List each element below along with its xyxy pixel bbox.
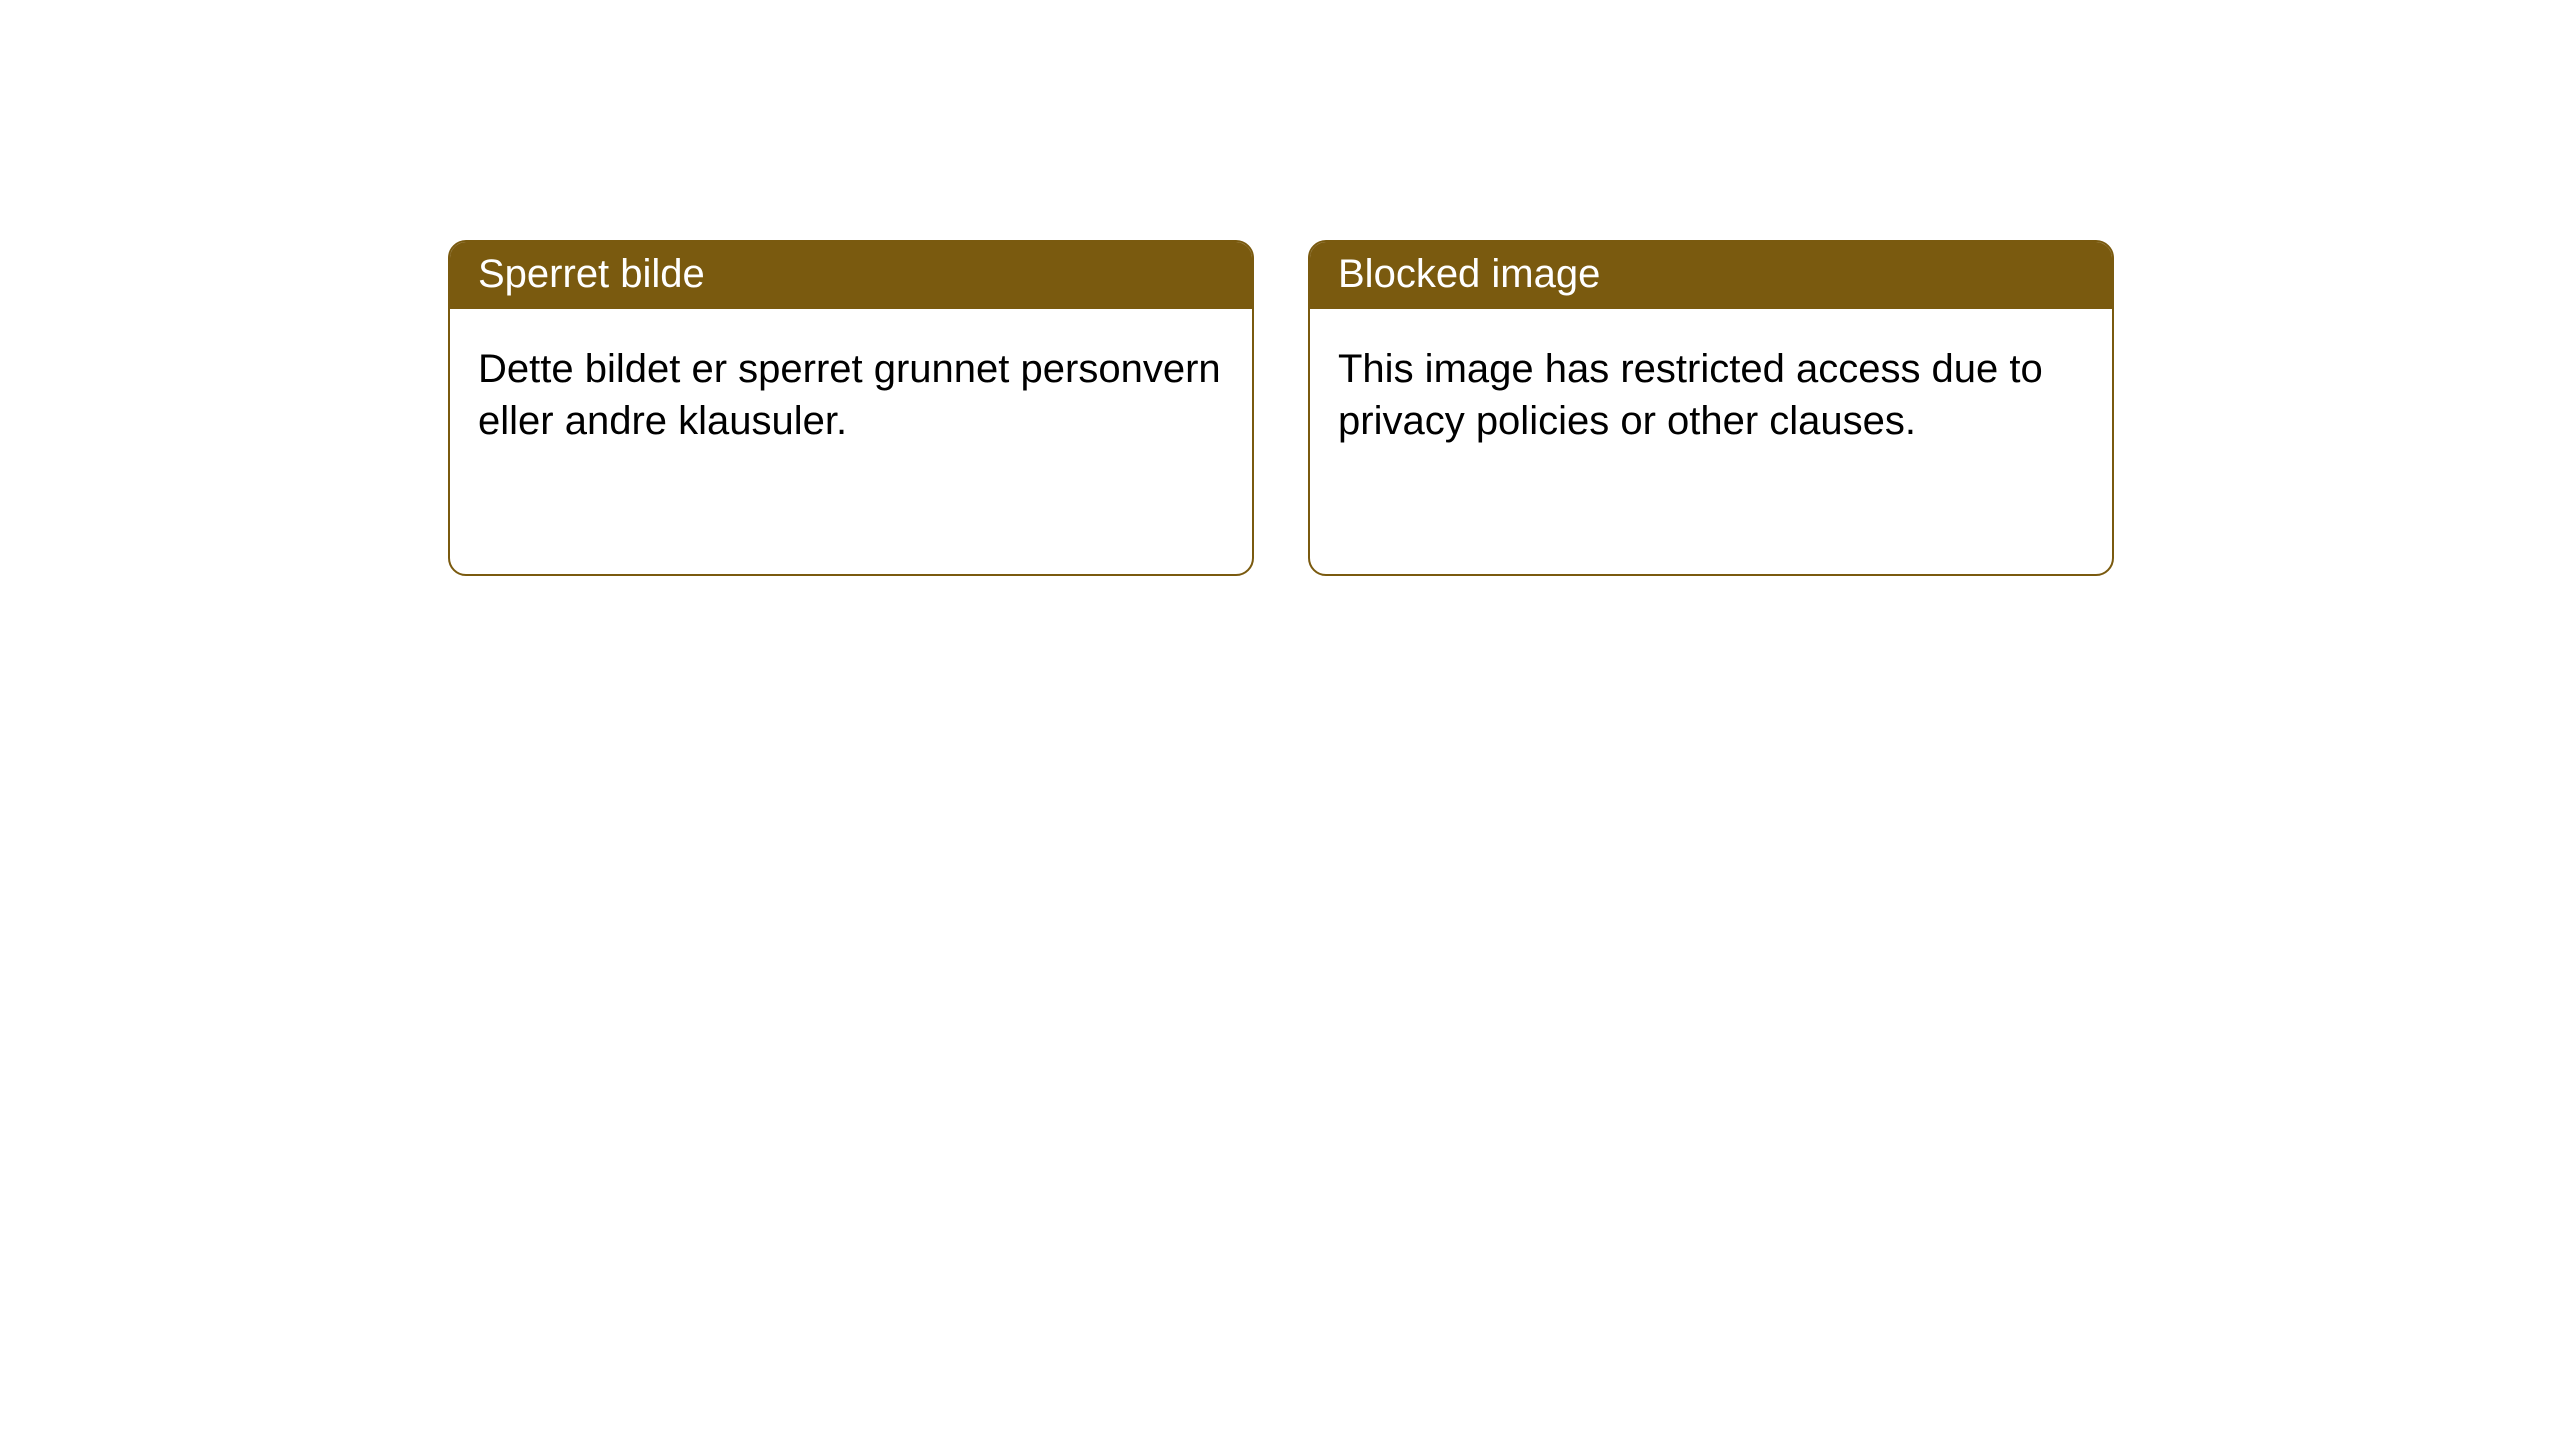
notice-card-english: Blocked image This image has restricted … <box>1308 240 2114 576</box>
notice-card-message: Dette bildet er sperret grunnet personve… <box>478 347 1221 443</box>
notice-card-body: This image has restricted access due to … <box>1310 309 2112 481</box>
notice-card-message: This image has restricted access due to … <box>1338 347 2043 443</box>
notice-card-title: Sperret bilde <box>478 252 705 296</box>
notice-card-header: Sperret bilde <box>450 242 1252 309</box>
notice-cards-container: Sperret bilde Dette bildet er sperret gr… <box>0 0 2560 576</box>
notice-card-header: Blocked image <box>1310 242 2112 309</box>
notice-card-body: Dette bildet er sperret grunnet personve… <box>450 309 1252 481</box>
notice-card-norwegian: Sperret bilde Dette bildet er sperret gr… <box>448 240 1254 576</box>
notice-card-title: Blocked image <box>1338 252 1600 296</box>
